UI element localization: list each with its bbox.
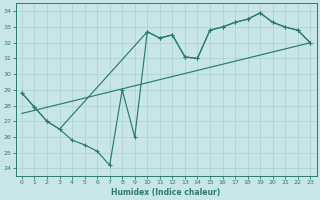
X-axis label: Humidex (Indice chaleur): Humidex (Indice chaleur) — [111, 188, 221, 197]
